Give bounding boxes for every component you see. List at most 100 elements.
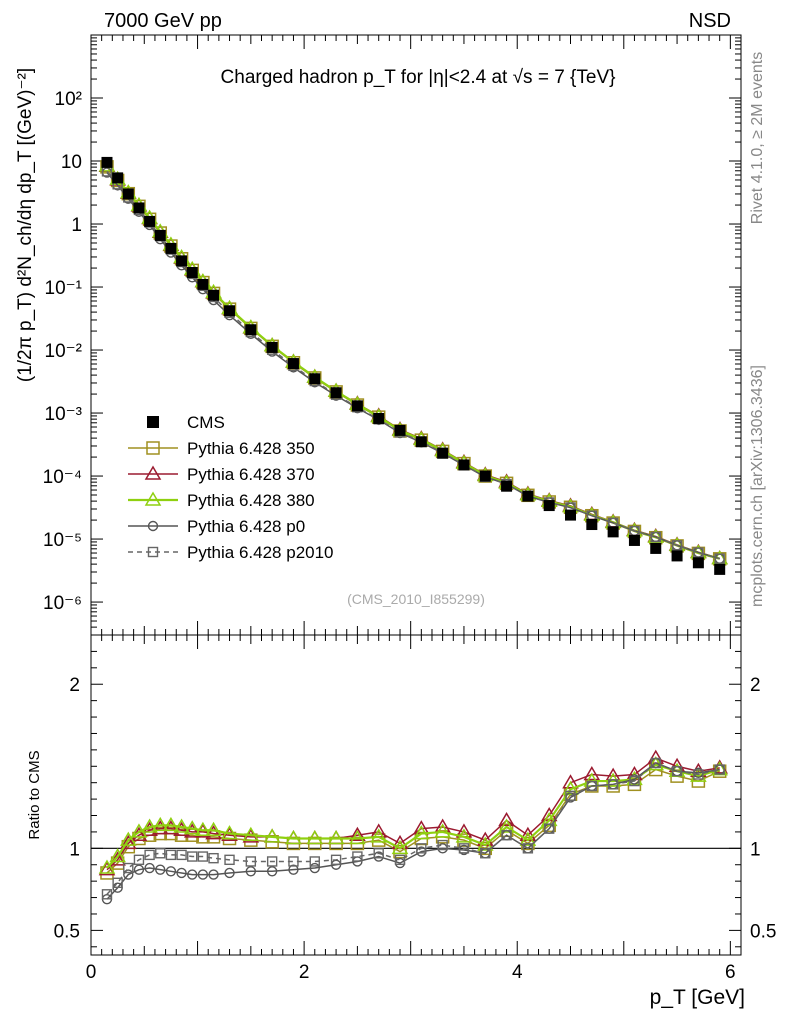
ratio-series-point (650, 757, 661, 769)
ratio-axes: 0 2 4 6 0.5 0.5 1 1 2 2 (54, 635, 776, 983)
ratio-series-point (119, 834, 137, 850)
cms-data-point (245, 324, 257, 336)
ratio-y-tick-label: 1 (69, 839, 80, 860)
cms-data-point (266, 341, 278, 353)
ratio-series-point (133, 854, 145, 866)
main-title: Charged hadron p_T for |η|<2.4 at √s = 7… (221, 67, 616, 88)
cms-data-point (122, 188, 134, 200)
ratio-series-point (245, 856, 257, 867)
cms-data-point (714, 563, 726, 575)
ratio-series-point (373, 848, 384, 859)
ratio-series-point (144, 862, 155, 874)
x-tick-label: 2 (299, 962, 310, 983)
x-tick-label: 0 (86, 962, 97, 983)
ratio-series-point (98, 859, 116, 874)
ratio-series-point (416, 843, 427, 854)
ratio-series-point (266, 856, 278, 867)
ratio-series-point (221, 825, 238, 840)
ratio-series-point (151, 820, 169, 835)
ratio-series-point (197, 851, 209, 862)
ratio-series-point (330, 854, 342, 866)
ratio-series-point (434, 823, 451, 838)
cms-data-point (522, 490, 534, 502)
ratio-series-point (266, 866, 278, 877)
ratio-plot-frame (90, 634, 742, 956)
ratio-series-point (151, 816, 169, 832)
ratio-series-point (162, 820, 180, 835)
ratio-series-point (162, 816, 180, 832)
ratio-series-point (413, 825, 430, 840)
cms-data-point (543, 500, 555, 512)
ratio-series-point (155, 864, 166, 875)
ratio-y-tick-label: 2 (69, 675, 80, 696)
ratio-series-point (242, 826, 260, 841)
ratio-series-point (370, 828, 388, 843)
main-axes: 10⁻⁶ 10⁻⁵ 10⁻⁴ 10⁻³ 10⁻² 10⁻¹ 1 10 10² (43, 34, 741, 636)
cms-data-point (650, 542, 662, 554)
ratio-series-point (205, 821, 222, 837)
cms-data-point (373, 412, 385, 424)
ratio-y-tick-label: 0.5 (54, 921, 80, 942)
ratio-series-point (498, 811, 515, 827)
legend: CMS Pythia 6.428 350 Pythia 6.428 370 Pythi… (128, 413, 334, 562)
cms-data-point (112, 172, 124, 184)
ratio-series-point (109, 848, 126, 863)
ratio-y-tick-label-right: 2 (750, 675, 761, 696)
ratio-series-point (607, 779, 619, 790)
ratio-series-point (187, 851, 198, 862)
cms-data-point (394, 424, 406, 436)
cms-data-point (501, 480, 513, 492)
legend-marker (144, 465, 162, 480)
ratio-series-point (98, 861, 116, 876)
ratio-series-point (205, 825, 222, 840)
ratio-series-point (187, 869, 198, 880)
main-y-axis-label: (1/2π p_T) d²N_ch/dη dp_T [(GeV)⁻²] (15, 68, 36, 382)
cms-data-point (287, 358, 299, 370)
ratio-series-point (288, 864, 299, 875)
main-y-tick-label: 10⁻⁴ (43, 467, 82, 488)
ratio-series-point (714, 764, 725, 775)
ratio-series-point (288, 856, 299, 867)
cms-data-point (692, 557, 704, 569)
ratio-series-point (309, 862, 320, 874)
legend-marker (146, 441, 160, 455)
main-series-point (650, 531, 661, 543)
ratio-y-axis-label: Ratio to CMS (26, 750, 43, 839)
cms-data-point (437, 447, 449, 459)
ratio-series-point (224, 854, 235, 866)
ratio-series-point (501, 830, 512, 841)
main-series-point (671, 540, 683, 551)
ratio-series-point (480, 848, 491, 859)
ratio-series-point (562, 780, 579, 796)
cms-data-point (154, 229, 166, 241)
x-tick-label: 6 (725, 962, 736, 983)
ratio-series (98, 749, 728, 905)
cms-data-point (208, 289, 220, 301)
cms-data-point (330, 387, 342, 399)
ratio-series-point (327, 829, 345, 845)
main-y-tick-label: 10² (55, 89, 82, 110)
cms-data-point (415, 436, 427, 448)
side-label-top: Rivet 4.1.0, ≥ 2M events (749, 52, 766, 224)
ratio-series-point (173, 818, 190, 833)
cms-data-point (144, 215, 156, 227)
cms-data-point (309, 373, 321, 385)
ratio-series-point (165, 866, 177, 877)
ratio-series-point (112, 877, 123, 888)
cms-data-point (101, 156, 113, 168)
ratio-series-point (583, 765, 601, 781)
ratio-series-point (123, 869, 134, 880)
ratio-y-tick-label-right: 1 (750, 839, 761, 860)
cms-data-point (586, 519, 598, 531)
ratio-series-point (141, 818, 158, 833)
main-y-tick-label: 10⁻³ (45, 404, 83, 425)
main-y-tick-label: 1 (71, 215, 82, 236)
ratio-series-point (349, 826, 366, 841)
ratio-series-point (208, 852, 219, 864)
main-series-point (693, 547, 704, 558)
ratio-series-point (245, 866, 257, 877)
ratio-series-point (352, 851, 363, 862)
main-y-tick-label: 10⁻⁶ (43, 593, 82, 614)
main-y-tick-label: 10⁻⁵ (43, 530, 82, 551)
